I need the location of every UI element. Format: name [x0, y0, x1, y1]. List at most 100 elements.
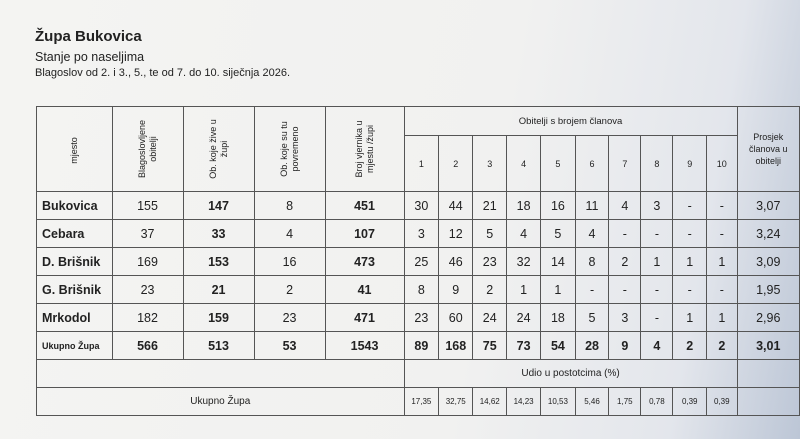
place-cell: Ukupno Župa: [36, 331, 113, 360]
size-count-cell: 3: [403, 219, 440, 248]
table-row: Mrkodol 182 159 23 471 23 60 24 24 18 5 3-1 1 2,96: [36, 303, 800, 332]
size-count-cell: 5: [472, 219, 508, 248]
size-count-cell: 23: [403, 303, 440, 332]
blessed-cell: 169: [111, 247, 184, 276]
living-cell: 147: [182, 191, 255, 220]
size-count-cell: 9: [438, 275, 474, 304]
temporary-cell: 8: [253, 191, 326, 220]
size-count-cell: 60: [438, 303, 474, 332]
blessed-cell: 566: [111, 331, 184, 360]
place-cell: Mrkodol: [36, 303, 113, 332]
believers-cell: 107: [324, 219, 405, 248]
empty-cell: [36, 359, 405, 388]
size-count-cell: 9: [608, 331, 642, 360]
size-count-cell: -: [640, 219, 674, 248]
percent-cell: 0,39: [706, 387, 738, 416]
table-row: Cebara 37 33 4 107 3 12 5 4 5 4- - - -3,24: [36, 219, 800, 248]
size-count-cell: -: [706, 219, 738, 248]
size-count-cell: 24: [506, 303, 542, 332]
percent-cell: 0,39: [672, 387, 708, 416]
blessed-cell: 155: [111, 191, 184, 220]
percent-cell: 32,75: [438, 387, 474, 416]
average-cell: 1,95: [736, 275, 800, 304]
header-size-9: 9: [672, 135, 708, 192]
temporary-cell: 4: [253, 219, 326, 248]
temporary-cell: 16: [253, 247, 326, 276]
size-count-cell: -: [706, 275, 738, 304]
percent-cell: 1,75: [608, 387, 642, 416]
size-count-cell: 75: [472, 331, 508, 360]
table-row: D. Brišnik 169 153 16 473 25 46 23 32 14 8 2 1 1 1 3,09: [36, 247, 800, 276]
size-count-cell: 2: [472, 275, 508, 304]
percent-cell: 17,35: [403, 387, 440, 416]
size-count-cell: 2: [672, 331, 708, 360]
header-believers: Broj vjernika u mjestu /župi: [324, 106, 405, 192]
percent-cell: 5,46: [574, 387, 610, 416]
page-subtitle: Stanje po naseljima: [35, 50, 145, 64]
temporary-cell: 53: [253, 331, 326, 360]
living-cell: 159: [182, 303, 255, 332]
header-size-3: 3: [472, 135, 508, 192]
header-living: Ob. koje žive u župi: [182, 106, 255, 192]
blessed-cell: 182: [111, 303, 184, 332]
size-count-cell: -: [672, 191, 708, 220]
size-count-cell: 89: [403, 331, 440, 360]
empty-cell: [736, 387, 800, 416]
percent-heading-row: Udio u postotcima (%): [36, 359, 800, 388]
size-count-cell: 5: [574, 303, 610, 332]
size-count-cell: 14: [540, 247, 576, 276]
place-cell: D. Brišnik: [36, 247, 113, 276]
size-count-cell: -: [706, 191, 738, 220]
size-count-cell: 23: [472, 247, 508, 276]
header-size-6: 6: [574, 135, 610, 192]
place-cell: G. Brišnik: [36, 275, 113, 304]
size-count-cell: 4: [574, 219, 610, 248]
header-size-1: 1: [403, 135, 440, 192]
size-count-cell: 25: [403, 247, 440, 276]
average-cell: 3,09: [736, 247, 800, 276]
header-blessed: Blagoslovljene obitelji: [111, 106, 184, 192]
percent-cell: 10,53: [540, 387, 576, 416]
header-size-7: 7: [608, 135, 642, 192]
believers-cell: 451: [324, 191, 405, 220]
average-cell: 3,07: [736, 191, 800, 220]
size-count-cell: 1: [672, 303, 708, 332]
average-cell: 3,01: [736, 331, 800, 360]
size-count-cell: -: [672, 219, 708, 248]
size-count-cell: 18: [506, 191, 542, 220]
percent-row: Ukupno Župa 17,35 32,75 14,62 14,23 10,53 5,46…: [36, 387, 800, 416]
size-count-cell: 1: [706, 247, 738, 276]
page-title: Župa Bukovica: [35, 28, 142, 45]
believers-cell: 41: [324, 275, 405, 304]
size-count-cell: 8: [403, 275, 440, 304]
size-count-cell: 4: [608, 191, 642, 220]
blessed-cell: 37: [111, 219, 184, 248]
size-count-cell: 8: [574, 247, 610, 276]
percent-cell: 0,78: [640, 387, 674, 416]
size-count-cell: 3: [640, 191, 674, 220]
size-count-cell: -: [608, 219, 642, 248]
table-row: Ukupno Župa 566 513 53 1543 89 168 75 73 54 28 9 4 2 2…: [36, 331, 800, 360]
header-size-10: 10: [706, 135, 738, 192]
living-cell: 153: [182, 247, 255, 276]
size-count-cell: 1: [640, 247, 674, 276]
believers-cell: 1543: [324, 331, 405, 360]
temporary-cell: 23: [253, 303, 326, 332]
believers-cell: 471: [324, 303, 405, 332]
size-count-cell: -: [574, 275, 610, 304]
size-count-cell: 1: [672, 247, 708, 276]
place-cell: Bukovica: [36, 191, 113, 220]
living-cell: 21: [182, 275, 255, 304]
statistics-table: mjesto Blagoslovljene obitelji Ob. koje …: [36, 106, 800, 416]
place-cell: Cebara: [36, 219, 113, 248]
believers-cell: 473: [324, 247, 405, 276]
average-cell: 2,96: [736, 303, 800, 332]
header-temporary: Ob. koje su tu povremeno: [253, 106, 326, 192]
size-count-cell: 24: [472, 303, 508, 332]
percent-row-label: Ukupno Župa: [36, 387, 405, 416]
percent-cell: 14,23: [506, 387, 542, 416]
header-place: mjesto: [36, 106, 113, 192]
size-count-cell: 1: [706, 303, 738, 332]
size-count-cell: 3: [608, 303, 642, 332]
header-size-8: 8: [640, 135, 674, 192]
